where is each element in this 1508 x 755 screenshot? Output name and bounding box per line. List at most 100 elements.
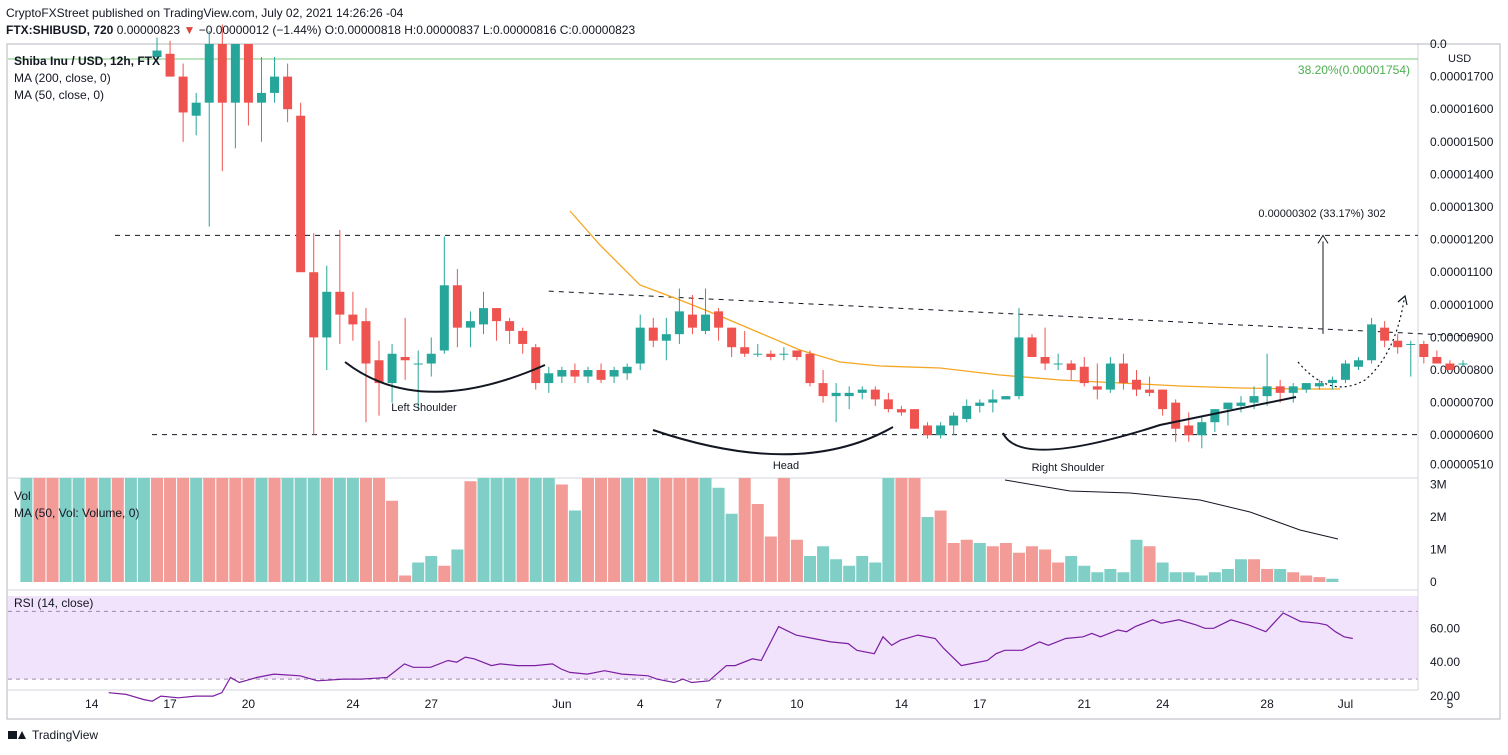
candle-body: [936, 425, 946, 436]
volume-bar: [307, 478, 320, 582]
volume-bar: [346, 478, 359, 582]
rsi-axis-label: 40.00: [1430, 655, 1460, 669]
candle-body: [335, 291, 345, 315]
candle-body: [949, 415, 959, 426]
candle-body: [256, 92, 266, 103]
candle-body: [1210, 409, 1220, 423]
candle-body: [740, 347, 750, 354]
candle-body: [753, 353, 763, 355]
volume-bar: [190, 478, 203, 582]
volume-bar: [568, 510, 581, 582]
volume-bar: [777, 478, 790, 582]
low-label: L:: [482, 23, 493, 37]
volume-bar: [490, 478, 503, 582]
candle-body: [1432, 356, 1442, 364]
volume-bar: [33, 478, 46, 582]
volume-bar: [281, 478, 294, 582]
candle-body: [975, 402, 985, 406]
rsi-line: [108, 612, 1353, 702]
candle-body: [1197, 422, 1207, 436]
volume-bar: [738, 478, 751, 582]
candle-body: [178, 76, 188, 113]
volume-bar: [46, 478, 59, 582]
candle-body: [988, 399, 998, 403]
forecast-path: [1297, 299, 1405, 388]
symbol: FTX:SHIBUSD, 720: [6, 23, 114, 37]
candle-body: [831, 392, 841, 397]
candle-body: [518, 330, 528, 344]
volume-bar: [1143, 546, 1156, 582]
price-axis-label: 0.00000700: [1430, 396, 1494, 410]
volume-bar: [294, 478, 307, 582]
volume-bar: [973, 543, 986, 582]
candle-body: [1419, 343, 1429, 357]
volume-bar: [1026, 546, 1039, 582]
volume-legend[interactable]: Vol: [14, 489, 31, 503]
volume-bar: [359, 478, 372, 582]
price-axis-label: 0.00001700: [1430, 70, 1494, 84]
volume-ma-line: [1004, 479, 1339, 540]
volume-bar: [1039, 549, 1052, 582]
volume-bar: [1248, 559, 1261, 582]
candle-body: [400, 356, 410, 361]
volume-bar: [764, 536, 777, 582]
tradingview-logo-icon: [8, 729, 26, 741]
price-axis-label: 0.00000800: [1430, 363, 1494, 377]
volume-bar: [1169, 572, 1182, 582]
volume-bar: [438, 565, 451, 582]
candle-body: [714, 311, 724, 328]
volume-bar: [712, 487, 725, 582]
candle-body: [322, 291, 332, 338]
candle-body: [191, 102, 201, 116]
candle-body: [1145, 389, 1155, 393]
candle-body: [165, 53, 175, 77]
volume-ma-legend[interactable]: MA (50, Vol: Volume, 0): [14, 506, 140, 520]
open-label: O:: [324, 23, 338, 37]
candle-body: [596, 370, 606, 380]
ma50-legend[interactable]: MA (50, close, 0): [14, 88, 105, 102]
time-axis-label: 4: [637, 697, 644, 711]
time-axis-label: 21: [1078, 697, 1092, 711]
candle-body: [687, 314, 697, 328]
symbol-quote-line: FTX:SHIBUSD, 720 0.00000823 ▼ −0.0000001…: [6, 23, 635, 37]
candle-body: [1314, 383, 1324, 387]
volume-bar: [216, 478, 229, 582]
rsi-legend[interactable]: RSI (14, close): [14, 596, 94, 610]
candle-body: [492, 308, 502, 322]
ma200-legend[interactable]: MA (200, close, 0): [14, 71, 111, 85]
volume-bar: [1326, 578, 1339, 582]
volume-bar: [699, 478, 712, 582]
volume-bar: [1052, 562, 1065, 582]
volume-bar: [790, 539, 803, 582]
volume-bar: [137, 478, 150, 582]
time-axis-label: 20: [242, 697, 256, 711]
forecast-arrowhead: [1397, 294, 1408, 306]
volume-bar: [242, 478, 255, 582]
candle-body: [635, 327, 645, 364]
candle-body: [857, 389, 867, 393]
volume-bar: [751, 504, 764, 582]
candle-body: [792, 350, 802, 357]
volume-bar: [1091, 572, 1104, 582]
volume-bar: [111, 478, 124, 582]
price-chart[interactable]: 0.0 0.00001700 0.00001600 0.00001500 0.00001…: [0, 0, 1508, 725]
candle-body: [479, 308, 488, 325]
volume-bar: [555, 484, 568, 582]
volume-bar: [1287, 572, 1300, 582]
candle-body: [1327, 379, 1337, 384]
candle-body: [204, 44, 214, 103]
volume-bar: [203, 478, 216, 582]
volume-bar: [1234, 559, 1247, 582]
volume-bar: [373, 478, 386, 582]
volume-bar: [1300, 575, 1313, 582]
price-axis-label: 0.00000900: [1430, 330, 1494, 344]
candle-body: [1001, 396, 1011, 400]
volume-bar: [477, 478, 490, 582]
candle-body: [727, 327, 737, 348]
candle-body: [1118, 363, 1128, 384]
time-axis-label: 14: [85, 697, 99, 711]
volume-bar: [516, 478, 529, 582]
candle-body: [870, 389, 880, 400]
candle-body: [387, 353, 397, 384]
volume-bar: [1313, 577, 1326, 582]
